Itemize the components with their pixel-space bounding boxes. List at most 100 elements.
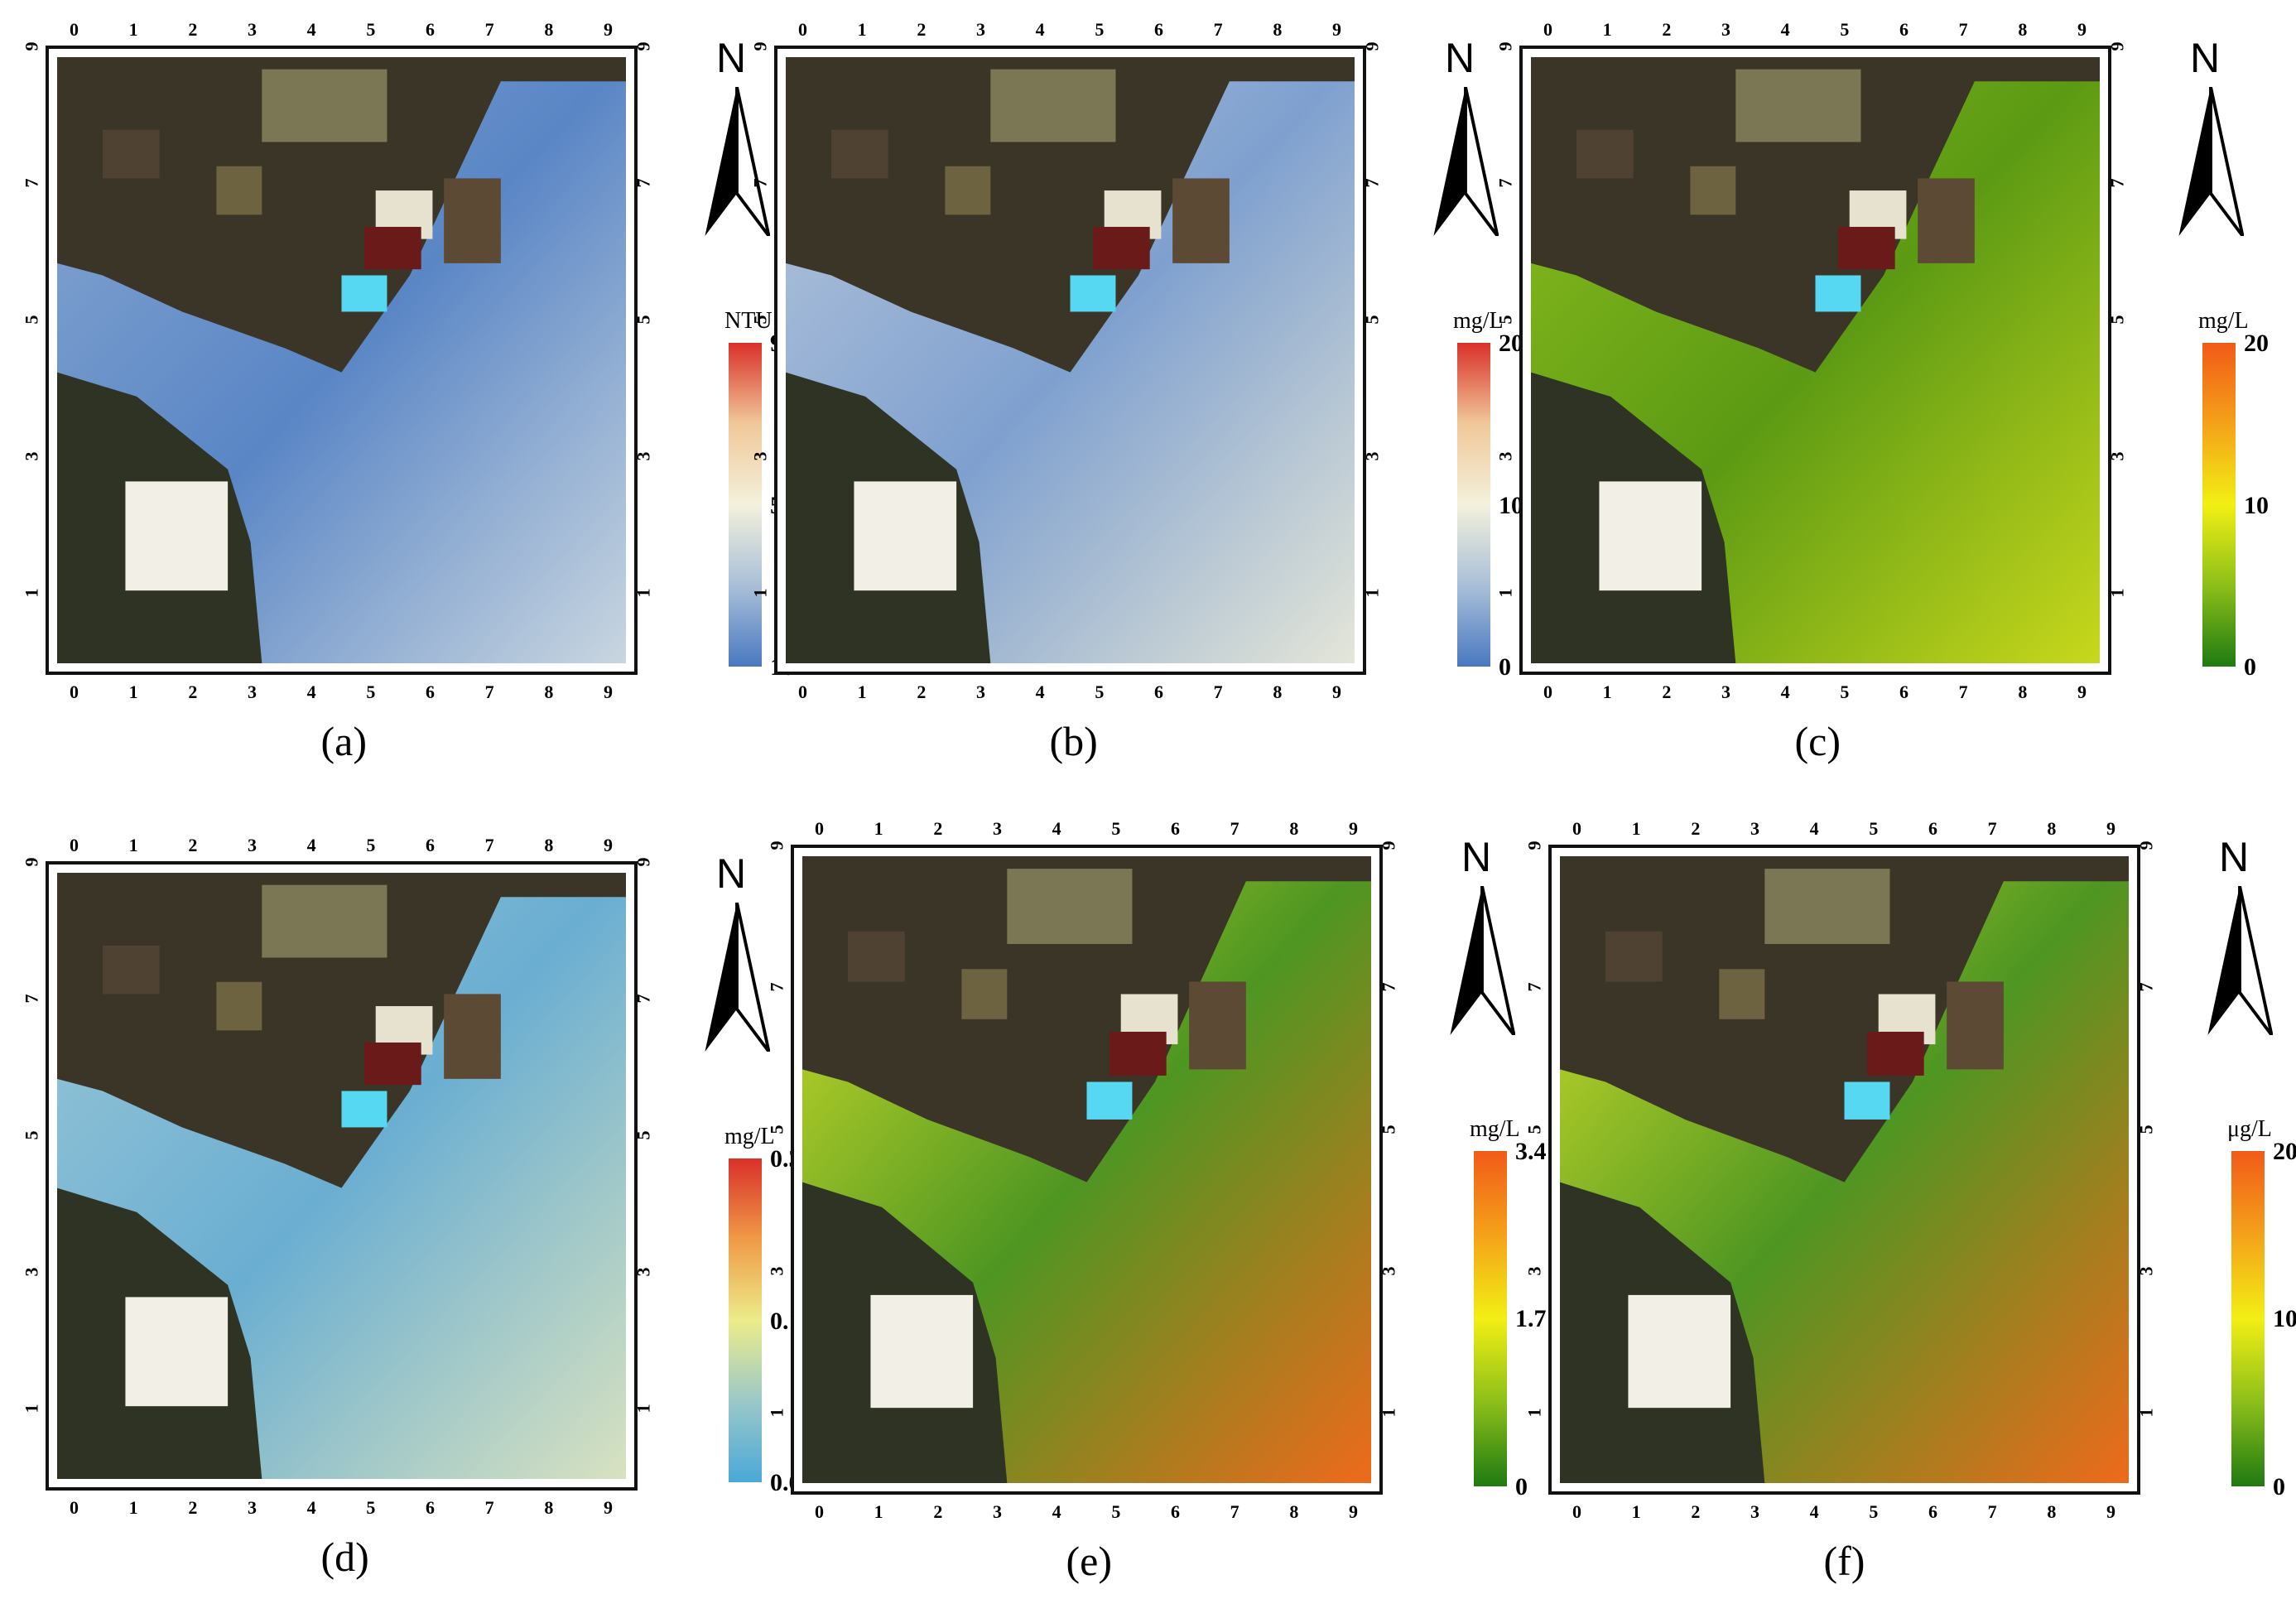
building [444,178,501,263]
x-tick-label: 5 [1840,19,1850,40]
colorbar-unit: mg/L [1470,1115,1520,1142]
map-panel-a: 001122334455667788991133557799NNTU905010… [22,21,828,763]
x-tick-label: 5 [366,1497,376,1518]
x-tick-label: 6 [1928,818,1937,839]
north-arrow-icon [2178,87,2244,236]
x-tick-label: 4 [1052,818,1061,839]
x-tick-label: 4 [306,835,316,855]
map-image [786,57,1355,663]
x-tick-label: 1 [874,818,883,839]
colorbar-unit: NTU [724,308,773,335]
x-tick-label: 6 [426,19,435,40]
x-tick-label: 0 [1543,682,1552,702]
panel-caption: (a) [320,718,368,764]
field [262,884,387,958]
map-image-container [57,873,626,1479]
panel-caption: (b) [1049,718,1098,764]
x-tick-label: 1 [874,1501,883,1522]
building [1918,178,1975,263]
x-tick-label: 2 [188,19,198,40]
x-tick-label: 2 [1662,19,1672,40]
pool [1844,1081,1890,1120]
land-urban [1560,856,2129,1182]
x-tick-label: 7 [1958,19,1968,40]
colorbar [2202,343,2236,667]
y-tick-label: 9 [749,41,771,51]
x-tick-label: 6 [1928,1501,1937,1522]
y-tick-label: 9 [21,857,42,867]
x-tick-label: 9 [604,1497,613,1518]
x-tick-label: 7 [484,19,494,40]
x-tick-label: 5 [1111,1501,1121,1522]
panel-caption: (e) [1066,1538,1113,1584]
x-tick-label: 5 [1869,1501,1879,1522]
panel-caption: (c) [1794,718,1841,764]
x-tick-label: 8 [2018,19,2028,40]
y-tick-label: 1 [1495,588,1516,598]
x-tick-label: 9 [604,682,613,702]
building [847,931,905,982]
colorbar [729,343,762,667]
x-tick-label: 0 [815,818,824,839]
land-urban [786,57,1355,373]
north-label: N [2190,35,2221,81]
x-tick-label: 8 [1273,19,1283,40]
x-tick-label: 5 [366,835,376,855]
y-tick-label: 5 [1361,315,1383,325]
colorbar-unit: μg/L [2227,1115,2272,1142]
roof-red [363,1042,421,1086]
map-image-container [57,57,626,663]
map-frame [1548,845,2140,1495]
y-tick-label: 3 [633,1267,654,1277]
colorbar [1457,343,1490,667]
colorbar [2231,1150,2265,1486]
x-tick-label: 3 [976,682,985,702]
x-tick-label: 6 [1154,19,1163,40]
x-tick-label: 8 [1273,682,1283,702]
x-tick-label: 7 [484,835,494,855]
y-tick-label: 5 [633,1130,654,1140]
colorbar-unit: mg/L [724,1124,775,1150]
x-tick-label: 0 [815,1501,824,1522]
x-tick-label: 3 [1721,19,1730,40]
x-tick-label: 1 [128,1497,138,1518]
y-tick-label: 9 [1378,840,1399,850]
building [102,945,160,995]
y-tick-label: 1 [21,1404,42,1414]
y-tick-label: 5 [21,1130,42,1140]
building [1947,981,2004,1070]
x-tick-label: 1 [128,19,138,40]
y-tick-label: 1 [2135,1408,2157,1418]
y-tick-label: 1 [633,1404,654,1414]
x-tick-label: 7 [1213,682,1223,702]
colorbar-label-mid: 1.7 [1515,1305,1547,1333]
field [990,69,1116,142]
roof-red [363,226,421,270]
land-urban [1531,57,2100,373]
x-tick-label: 4 [1035,682,1045,702]
y-tick-label: 1 [1523,1408,1545,1418]
y-tick-label: 7 [21,994,42,1004]
roof-red [1837,226,1895,270]
x-tick-label: 3 [248,835,257,855]
y-tick-label: 5 [1378,1125,1399,1134]
building [1719,969,1765,1019]
x-tick-label: 6 [1899,19,1909,40]
x-tick-label: 1 [1631,1501,1641,1522]
colorbar-label-max: 20 [2244,330,2269,358]
x-tick-label: 5 [1840,682,1850,702]
x-tick-label: 9 [2077,682,2087,702]
y-tick-label: 3 [633,451,654,461]
x-tick-label: 3 [1750,818,1759,839]
x-tick-label: 2 [1691,1501,1701,1522]
x-tick-label: 8 [544,1497,554,1518]
colorbar [729,1158,762,1482]
map-frame [46,46,638,675]
y-tick-label: 7 [1361,178,1383,188]
map-panel-d: 001122334455667788991133557799Nmg/L0.360… [22,836,828,1578]
north-label: N [716,35,747,81]
y-tick-label: 7 [2106,178,2128,188]
colorbar-label-mid: 100 [2273,1305,2296,1333]
